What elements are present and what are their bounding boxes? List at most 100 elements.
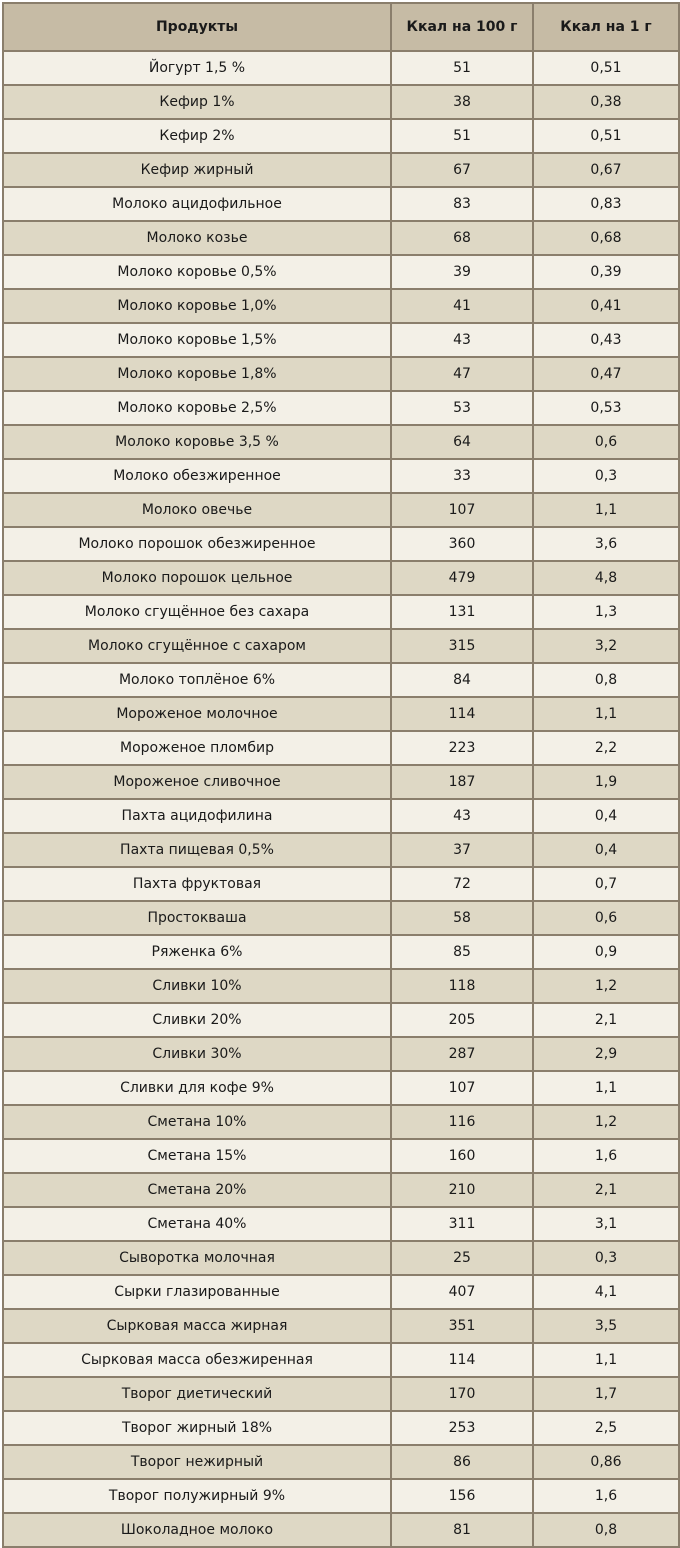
table-row: Сливки для кофе 9% 107 1,1 [2,1070,680,1106]
cell-kcal-1g: 0,8 [532,662,680,698]
cell-kcal-1g: 1,1 [532,492,680,528]
cell-kcal-1g: 0,47 [532,356,680,392]
cell-product: Сырковая масса жирная [2,1308,392,1344]
table-row: Молоко коровье 0,5% 39 0,39 [2,254,680,290]
cell-kcal-1g: 4,8 [532,560,680,596]
cell-product: Шоколадное молоко [2,1512,392,1548]
cell-kcal-1g: 0,51 [532,50,680,86]
cell-product: Сырки глазированные [2,1274,392,1310]
table-row: Молоко овечье 107 1,1 [2,492,680,528]
table-row: Сырковая масса жирная 351 3,5 [2,1308,680,1344]
cell-kcal-1g: 3,5 [532,1308,680,1344]
cell-kcal-1g: 1,1 [532,1342,680,1378]
cell-kcal-1g: 0,6 [532,900,680,936]
cell-kcal-1g: 0,67 [532,152,680,188]
table-row: Мороженое сливочное 187 1,9 [2,764,680,800]
cell-kcal-100g: 160 [390,1138,534,1174]
table-row: Молоко топлёное 6% 84 0,8 [2,662,680,698]
cell-product: Кефир 2% [2,118,392,154]
cell-product: Сметана 20% [2,1172,392,1208]
cell-product: Сливки для кофе 9% [2,1070,392,1106]
table-row: Сырки глазированные 407 4,1 [2,1274,680,1310]
cell-kcal-100g: 51 [390,50,534,86]
cell-kcal-100g: 223 [390,730,534,766]
cell-kcal-100g: 311 [390,1206,534,1242]
cell-kcal-100g: 156 [390,1478,534,1514]
cell-product: Молоко коровье 0,5% [2,254,392,290]
cell-kcal-100g: 33 [390,458,534,494]
table-row: Молоко порошок обезжиренное 360 3,6 [2,526,680,562]
table-row: Мороженое молочное 114 1,1 [2,696,680,732]
cell-product: Молоко коровье 1,8% [2,356,392,392]
cell-kcal-100g: 68 [390,220,534,256]
table-row: Молоко обезжиренное 33 0,3 [2,458,680,494]
table-row: Мороженое пломбир 223 2,2 [2,730,680,766]
cell-kcal-1g: 2,1 [532,1002,680,1038]
cell-kcal-100g: 38 [390,84,534,120]
cell-product: Ряженка 6% [2,934,392,970]
cell-product: Молоко сгущённое без сахара [2,594,392,630]
table-row: Творог нежирный 86 0,86 [2,1444,680,1480]
cell-kcal-100g: 39 [390,254,534,290]
table-row: Шоколадное молоко 81 0,8 [2,1512,680,1548]
cell-kcal-1g: 1,1 [532,1070,680,1106]
cell-kcal-100g: 43 [390,322,534,358]
cell-kcal-1g: 1,6 [532,1478,680,1514]
cell-kcal-1g: 1,7 [532,1376,680,1412]
cell-kcal-100g: 205 [390,1002,534,1038]
cell-kcal-100g: 360 [390,526,534,562]
table-row: Молоко коровье 1,0% 41 0,41 [2,288,680,324]
cell-kcal-100g: 170 [390,1376,534,1412]
cell-kcal-1g: 4,1 [532,1274,680,1310]
cell-kcal-100g: 43 [390,798,534,834]
cell-kcal-1g: 2,9 [532,1036,680,1072]
table-row: Кефир 1% 38 0,38 [2,84,680,120]
cell-kcal-100g: 37 [390,832,534,868]
cell-product: Пахта фруктовая [2,866,392,902]
table-row: Творог диетический 170 1,7 [2,1376,680,1412]
cell-product: Сыворотка молочная [2,1240,392,1276]
cell-product: Творог полужирный 9% [2,1478,392,1514]
cell-product: Кефир 1% [2,84,392,120]
cell-product: Йогурт 1,5 % [2,50,392,86]
cell-kcal-1g: 0,38 [532,84,680,120]
cell-kcal-100g: 84 [390,662,534,698]
table-row: Творог полужирный 9% 156 1,6 [2,1478,680,1514]
cell-kcal-100g: 253 [390,1410,534,1446]
cell-product: Молоко козье [2,220,392,256]
table-row: Сметана 40% 311 3,1 [2,1206,680,1242]
cell-product: Молоко коровье 1,0% [2,288,392,324]
table-header: Продукты Ккал на 100 г Ккал на 1 г [2,2,680,52]
cell-kcal-1g: 0,4 [532,832,680,868]
cell-product: Сливки 20% [2,1002,392,1038]
cell-kcal-100g: 116 [390,1104,534,1140]
cell-kcal-100g: 114 [390,696,534,732]
cell-product: Мороженое молочное [2,696,392,732]
table-row: Простокваша 58 0,6 [2,900,680,936]
table-row: Йогурт 1,5 % 51 0,51 [2,50,680,86]
header-row: Продукты Ккал на 100 г Ккал на 1 г [2,2,680,52]
cell-kcal-1g: 0,83 [532,186,680,222]
table-row: Сливки 30% 287 2,9 [2,1036,680,1072]
cell-kcal-100g: 114 [390,1342,534,1378]
table-row: Молоко коровье 1,8% 47 0,47 [2,356,680,392]
table-row: Сливки 20% 205 2,1 [2,1002,680,1038]
table-row: Сметана 20% 210 2,1 [2,1172,680,1208]
cell-kcal-100g: 58 [390,900,534,936]
table-row: Молоко коровье 2,5% 53 0,53 [2,390,680,426]
table-body: Йогурт 1,5 % 51 0,51 Кефир 1% 38 0,38 Кефир 2%… [2,50,680,1548]
cell-kcal-100g: 107 [390,1070,534,1106]
cell-product: Сметана 10% [2,1104,392,1140]
table-row: Молоко ацидофильное 83 0,83 [2,186,680,222]
cell-kcal-1g: 0,7 [532,866,680,902]
cell-kcal-1g: 0,3 [532,458,680,494]
table-row: Молоко коровье 3,5 % 64 0,6 [2,424,680,460]
cell-kcal-100g: 351 [390,1308,534,1344]
cell-kcal-100g: 81 [390,1512,534,1548]
cell-kcal-1g: 1,2 [532,968,680,1004]
cell-kcal-1g: 0,8 [532,1512,680,1548]
header-kcal-1g: Ккал на 1 г [532,2,680,52]
cell-product: Сливки 30% [2,1036,392,1072]
cell-kcal-100g: 67 [390,152,534,188]
cell-product: Молоко сгущённое с сахаром [2,628,392,664]
